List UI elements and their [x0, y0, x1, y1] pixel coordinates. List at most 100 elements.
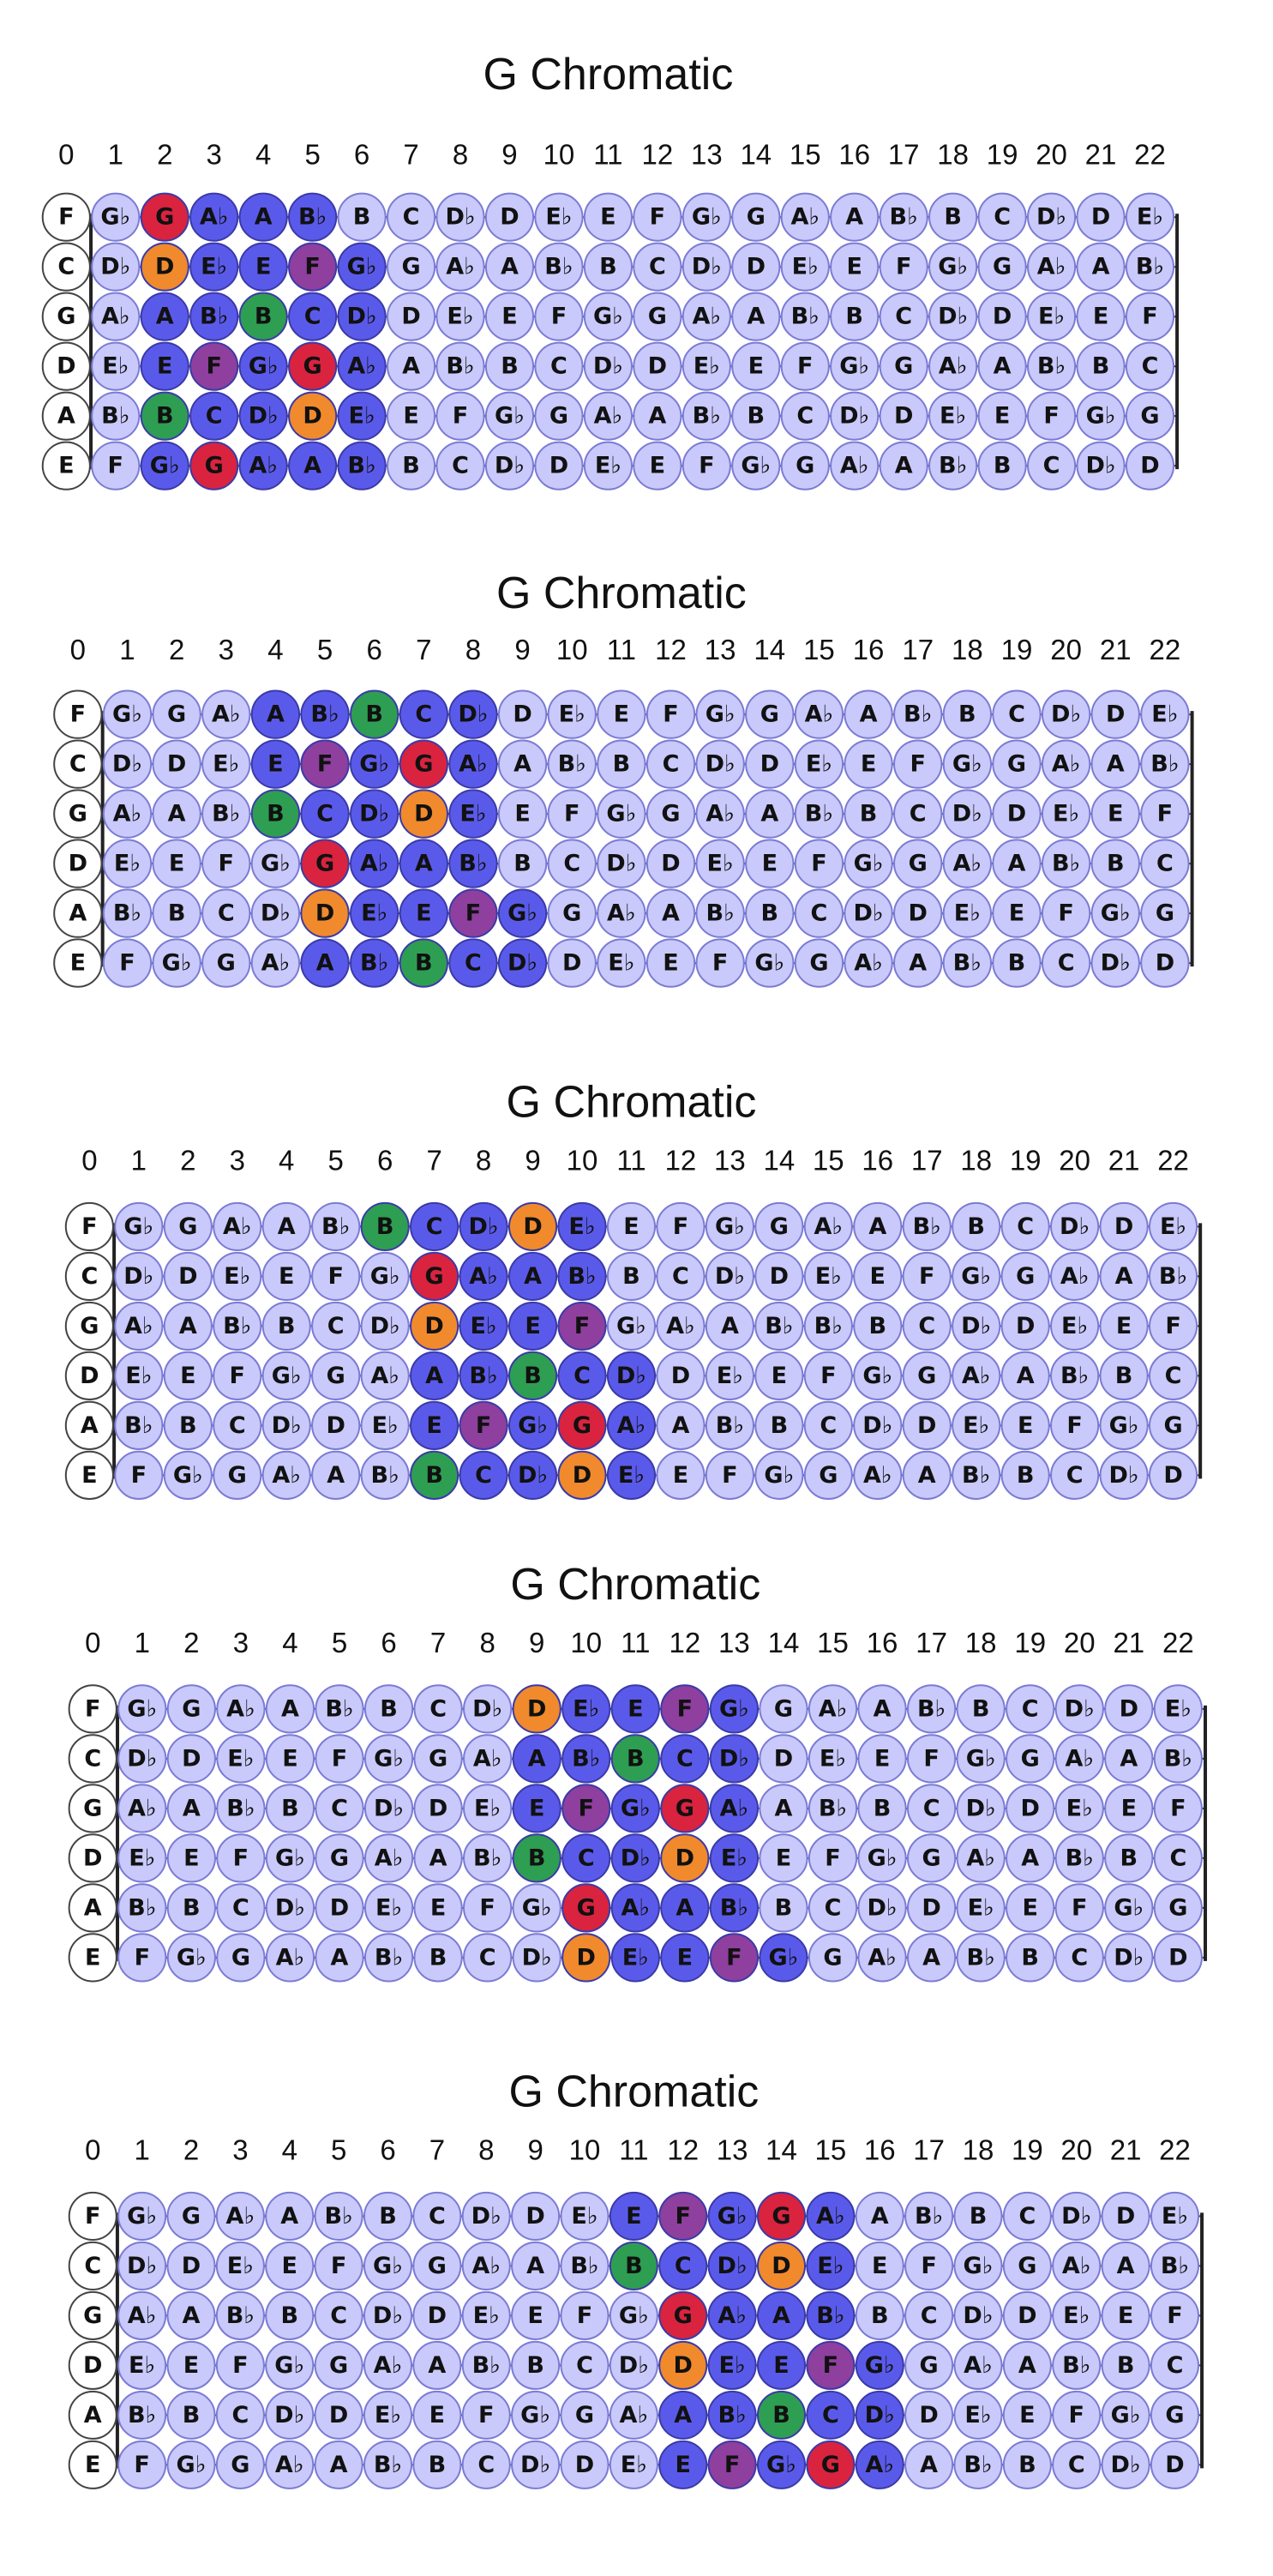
note-label: B♭	[890, 204, 918, 231]
note-label: F	[134, 2452, 149, 2478]
note-label: A♭	[840, 453, 869, 479]
note-label: E	[183, 2352, 199, 2379]
note-label: B♭	[567, 1263, 596, 1290]
note-label: E♭	[719, 2352, 746, 2379]
note-label: G	[1007, 751, 1026, 778]
note-label: G♭	[272, 1363, 302, 1389]
note-label: D	[525, 2203, 544, 2230]
note-label: G	[575, 2402, 594, 2429]
open-string-label: D	[57, 353, 75, 380]
note-label: D	[922, 1894, 940, 1921]
note-label: B	[526, 2352, 544, 2379]
note-label: F	[479, 1894, 495, 1921]
note-circle	[163, 1450, 213, 1500]
note-label: G♭	[359, 751, 389, 778]
note-label: C	[475, 1462, 492, 1489]
note-circle	[658, 2290, 708, 2340]
fret-number: 12	[669, 1627, 700, 1658]
note-circle	[830, 391, 880, 441]
fret-number: 0	[70, 634, 86, 665]
note-label: E♭	[1053, 801, 1079, 828]
note-label: C	[327, 1313, 345, 1339]
note-label: A	[1017, 1363, 1035, 1389]
note-label: A♭	[964, 2352, 993, 2379]
note-label: E♭	[1151, 701, 1178, 728]
fret-number: 10	[556, 634, 588, 665]
note-circle	[658, 2440, 708, 2489]
note-circle	[942, 689, 993, 739]
note-label: D♭	[249, 403, 279, 430]
fret-number: 9	[514, 634, 530, 665]
note-circle	[844, 938, 893, 988]
note-label: D	[500, 204, 519, 231]
note-label: E	[282, 1745, 297, 1772]
note-circle	[512, 1933, 561, 1983]
note-label: B♭	[324, 2203, 352, 2230]
note-label: F	[579, 1795, 594, 1821]
note-label: A♭	[471, 2253, 501, 2279]
note-circle	[609, 2191, 658, 2241]
note-circle	[547, 689, 597, 739]
note-label: D♭	[275, 1894, 305, 1921]
note-circle	[682, 292, 731, 341]
fret-number: 0	[85, 1627, 100, 1658]
note-circle	[1150, 2241, 1200, 2290]
note-circle	[300, 789, 350, 839]
note-label: B♭	[718, 2402, 746, 2429]
note-circle	[459, 1201, 508, 1252]
note-label: B	[425, 1462, 443, 1489]
note-label: A♭	[814, 1213, 844, 1240]
note-circle	[1099, 1400, 1149, 1450]
note-label: E	[623, 1213, 639, 1240]
note-circle	[597, 689, 646, 739]
note-label: B	[944, 204, 962, 231]
note-circle	[1054, 1784, 1104, 1833]
note-label: A♭	[360, 851, 389, 877]
note-circle	[265, 1933, 315, 1983]
note-label: D	[330, 1894, 349, 1921]
note-label: D♭	[718, 2253, 748, 2279]
note-circle	[1099, 1201, 1149, 1252]
note-label: G♭	[938, 254, 968, 280]
note-label: A	[874, 1695, 892, 1722]
note-label: A	[501, 254, 519, 280]
note-circle	[459, 1301, 508, 1351]
note-circle	[215, 2191, 265, 2241]
note-label: E	[676, 2452, 691, 2478]
note-circle	[314, 2440, 363, 2489]
note-circle	[609, 2290, 658, 2340]
note-circle	[1104, 1833, 1154, 1883]
fret-number: 5	[332, 1627, 347, 1658]
note-label: B♭	[913, 1213, 941, 1240]
note-label: E♭	[608, 950, 634, 977]
note-circle	[794, 938, 844, 988]
fret-number: 15	[813, 1145, 844, 1177]
note-label: B♭	[819, 1795, 847, 1821]
note-circle	[360, 1351, 410, 1400]
note-label: E♭	[372, 1412, 399, 1439]
note-label: C	[550, 353, 567, 380]
note-label: G♭	[692, 204, 722, 231]
note-label: G♭	[616, 1313, 646, 1339]
note-label: E♭	[694, 353, 720, 380]
note-label: E♭	[1038, 304, 1065, 330]
note-label: D	[770, 1263, 789, 1290]
note-circle	[1090, 689, 1140, 739]
note-label: G	[1168, 1894, 1187, 1921]
note-label: E	[416, 900, 431, 927]
note-label: E	[1118, 2302, 1133, 2329]
note-label: E	[1121, 1795, 1137, 1821]
note-label: C	[415, 701, 432, 728]
note-circle	[1101, 2191, 1150, 2241]
note-label: D♭	[1060, 1213, 1090, 1240]
note-label: B♭	[962, 1462, 990, 1489]
note-label: E	[430, 1894, 446, 1921]
note-label: C	[563, 851, 580, 877]
note-circle	[91, 242, 141, 292]
note-label: G	[429, 1745, 447, 1772]
note-circle	[238, 292, 288, 341]
note-circle	[534, 341, 584, 391]
note-label: D	[747, 254, 766, 280]
note-circle	[1101, 2390, 1150, 2440]
note-label: D	[1106, 701, 1125, 728]
